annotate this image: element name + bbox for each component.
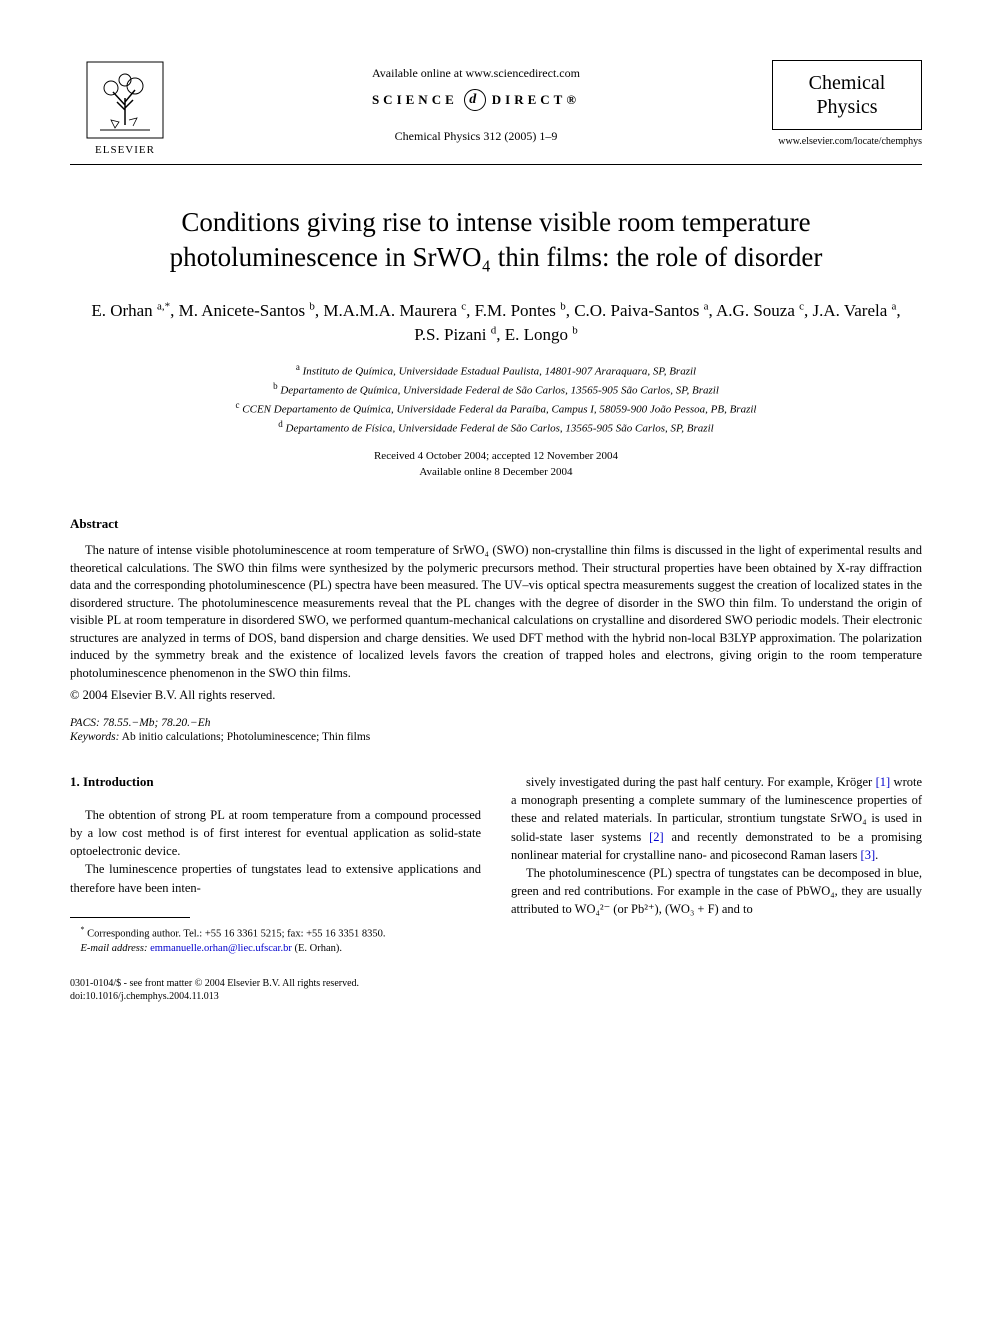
article-id-block: 0301-0104/$ - see front matter © 2004 El… bbox=[70, 977, 481, 1003]
affiliation-b: b Departamento de Química, Universidade … bbox=[70, 380, 922, 399]
journal-name-line2: Physics bbox=[787, 95, 907, 119]
elsevier-tree-logo bbox=[85, 60, 165, 140]
publisher-name: ELSEVIER bbox=[95, 144, 155, 156]
page-header: ELSEVIER Available online at www.science… bbox=[70, 60, 922, 165]
sciencedirect-logo: SCIENCE d DIRECT® bbox=[372, 89, 580, 111]
right-column: sively investigated during the past half… bbox=[511, 773, 922, 1002]
corresponding-author-footnote: * Corresponding author. Tel.: +55 16 336… bbox=[70, 924, 481, 942]
author-email-link[interactable]: emmanuelle.orhan@liec.ufscar.br bbox=[150, 943, 292, 954]
left-column: 1. Introduction The obtention of strong … bbox=[70, 773, 481, 1002]
intro-p3: sively investigated during the past half… bbox=[511, 773, 922, 864]
available-online-text: Available online at www.sciencedirect.co… bbox=[372, 66, 580, 81]
body-columns: 1. Introduction The obtention of strong … bbox=[70, 773, 922, 1002]
affiliation-a: a Instituto de Química, Universidade Est… bbox=[70, 361, 922, 380]
header-center: Available online at www.sciencedirect.co… bbox=[180, 60, 772, 144]
sd-left: SCIENCE bbox=[372, 92, 458, 108]
keywords-values: Ab initio calculations; Photoluminescenc… bbox=[119, 731, 370, 743]
abstract-copyright: © 2004 Elsevier B.V. All rights reserved… bbox=[70, 688, 922, 703]
footnote-separator bbox=[70, 917, 190, 918]
article-dates: Received 4 October 2004; accepted 12 Nov… bbox=[70, 449, 922, 480]
sd-right: DIRECT® bbox=[492, 92, 580, 108]
sd-d-icon: d bbox=[464, 89, 486, 111]
intro-p4: The photoluminescence (PL) spectra of tu… bbox=[511, 864, 922, 918]
intro-heading: 1. Introduction bbox=[70, 773, 481, 792]
affiliation-c: c CCEN Departamento de Química, Universi… bbox=[70, 399, 922, 418]
intro-p2: The luminescence properties of tungstate… bbox=[70, 860, 481, 896]
intro-p1: The obtention of strong PL at room tempe… bbox=[70, 806, 481, 860]
abstract-text: The nature of intense visible photolumin… bbox=[70, 542, 922, 682]
keywords-label: Keywords: bbox=[70, 731, 119, 743]
journal-reference: Chemical Physics 312 (2005) 1–9 bbox=[395, 129, 558, 144]
header-right: Chemical Physics www.elsevier.com/locate… bbox=[772, 60, 922, 147]
affiliations: a Instituto de Química, Universidade Est… bbox=[70, 361, 922, 438]
affiliation-d: d Departamento de Física, Universidade F… bbox=[70, 418, 922, 437]
publisher-block: ELSEVIER bbox=[70, 60, 180, 156]
journal-url: www.elsevier.com/locate/chemphys bbox=[772, 136, 922, 147]
author-list: E. Orhan a,*, M. Anicete-Santos b, M.A.M… bbox=[70, 299, 922, 347]
doi-line: doi:10.1016/j.chemphys.2004.11.013 bbox=[70, 990, 481, 1003]
journal-name-line1: Chemical bbox=[787, 71, 907, 95]
pacs-codes: PACS: 78.55.−Mb; 78.20.−Eh bbox=[70, 717, 922, 729]
article-title: Conditions giving rise to intense visibl… bbox=[70, 205, 922, 275]
keywords: Keywords: Ab initio calculations; Photol… bbox=[70, 731, 922, 743]
email-footnote: E-mail address: emmanuelle.orhan@liec.uf… bbox=[70, 942, 481, 957]
available-date: Available online 8 December 2004 bbox=[70, 465, 922, 480]
received-date: Received 4 October 2004; accepted 12 Nov… bbox=[70, 449, 922, 464]
journal-name-box: Chemical Physics bbox=[772, 60, 922, 130]
front-matter-line: 0301-0104/$ - see front matter © 2004 El… bbox=[70, 977, 481, 990]
abstract-heading: Abstract bbox=[70, 516, 922, 532]
